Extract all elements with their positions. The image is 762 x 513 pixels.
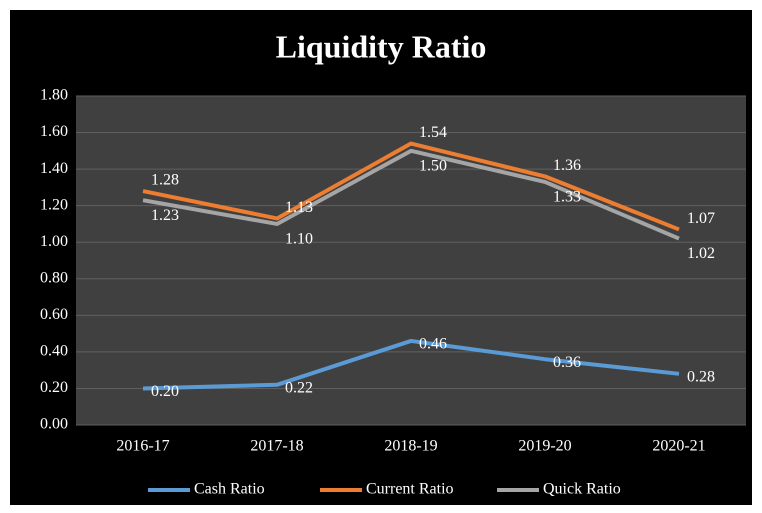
y-tick-label: 1.40 bbox=[40, 160, 68, 177]
data-label: 1.54 bbox=[419, 124, 447, 141]
data-label: 0.22 bbox=[285, 379, 313, 396]
data-label: 1.13 bbox=[285, 199, 313, 216]
data-label: 1.50 bbox=[419, 158, 447, 175]
chart-title: Liquidity Ratio bbox=[276, 28, 487, 64]
data-label: 1.28 bbox=[151, 172, 179, 189]
line bbox=[142, 148, 680, 241]
y-tick-label: 0.00 bbox=[40, 416, 68, 433]
y-tick-label: 1.60 bbox=[40, 123, 68, 140]
legend-label: Cash Ratio bbox=[194, 481, 265, 498]
y-tick-label: 1.00 bbox=[40, 233, 68, 250]
y-tick-label: 0.20 bbox=[40, 379, 68, 396]
y-tick-label: 0.80 bbox=[40, 269, 68, 286]
data-label: 1.02 bbox=[687, 245, 715, 262]
x-tick-label: 2018-19 bbox=[384, 438, 437, 455]
y-tick-label: 0.40 bbox=[40, 343, 68, 360]
x-tick-label: 2020-21 bbox=[652, 438, 705, 455]
data-label: 1.23 bbox=[151, 207, 179, 224]
data-label: 1.10 bbox=[285, 231, 313, 248]
data-label: 0.20 bbox=[151, 383, 179, 400]
data-label: 0.28 bbox=[687, 368, 715, 385]
y-tick-label: 0.60 bbox=[40, 306, 68, 323]
data-label: 1.07 bbox=[687, 210, 715, 227]
x-tick-label: 2017-18 bbox=[250, 438, 303, 455]
data-label: 1.36 bbox=[553, 157, 581, 174]
legend-label: Quick Ratio bbox=[543, 481, 621, 498]
x-tick-label: 2019-20 bbox=[518, 438, 571, 455]
y-tick-label: 1.80 bbox=[40, 87, 68, 104]
x-tick-label: 2016-17 bbox=[116, 438, 169, 455]
y-tick-label: 1.20 bbox=[40, 196, 68, 213]
legend-label: Current Ratio bbox=[366, 481, 454, 498]
line bbox=[142, 338, 680, 391]
data-label: 0.36 bbox=[553, 354, 581, 371]
line bbox=[142, 141, 680, 232]
data-label: 0.46 bbox=[419, 336, 447, 353]
data-label: 1.33 bbox=[553, 189, 581, 206]
